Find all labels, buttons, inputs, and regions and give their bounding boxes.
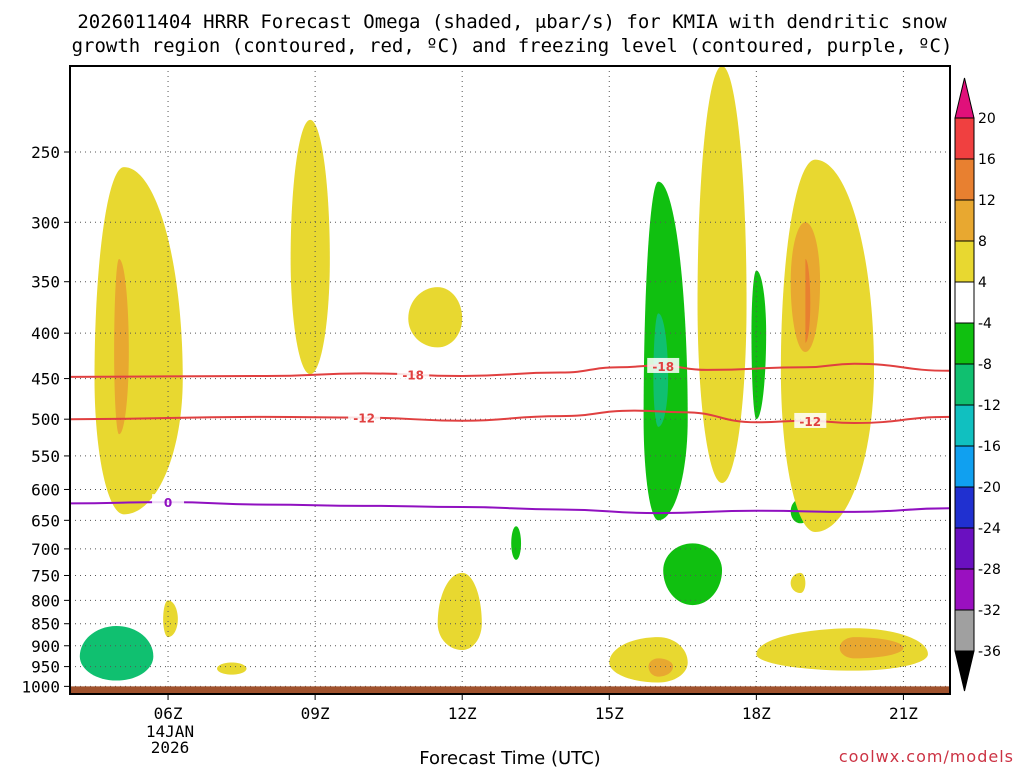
colorbar-swatch-11 [954,199,975,242]
colorbar-label-4: -20 [978,480,1001,496]
colorbar-label-10: 8 [978,234,987,250]
contour-label-1-1: -12 [799,415,821,429]
contour-line-2 [70,501,950,515]
contour-label-bg [794,412,827,428]
colorbar-top-arrow [954,77,975,119]
date-label-year: 2026 [151,738,190,757]
omega-region-22 [790,572,806,594]
contour-label-bg [647,357,680,373]
y-tick-label-550: 550 [31,447,60,466]
colorbar-label-0: -36 [978,644,1001,660]
colorbar-swatch-2 [954,568,975,611]
contour-label-bg [397,366,430,382]
y-axis: 250 300 350 400 450 500 550 600 650 700 750 800 850 9… [21,143,70,696]
date-label-day: 14JAN [146,722,194,741]
y-tick-label-850: 850 [31,615,60,634]
omega-region-21 [163,600,178,638]
credit-text: coolwx.com/models [839,747,1014,766]
y-tick-label-650: 650 [31,511,60,530]
x-tick-label-18Z: 18Z [742,704,771,723]
colorbar-swatch-3 [954,527,975,570]
omega-region-14 [805,259,811,343]
omega-region-19 [437,572,482,651]
omega-region-0 [79,625,154,681]
colorbar-label-9: 4 [978,275,987,291]
omega-region-8 [114,259,129,435]
x-tick-label-21Z: 21Z [889,704,918,723]
contour-label-bg [348,409,381,425]
omega-shading [79,66,928,683]
omega-region-18 [839,637,904,659]
contour-label-0-1: -18 [652,360,674,374]
colorbar-label-3: -24 [978,521,1001,537]
x-tick-label-09Z: 09Z [301,704,330,723]
y-tick-label-750: 750 [31,566,60,585]
omega-region-9 [290,119,330,375]
colorbar-label-2: -28 [978,562,1001,578]
contour-label-1-0: -12 [353,412,375,426]
ground-band-rect [70,686,950,694]
chart-title-line-1: 2026011404 HRRR Forecast Omega (shaded, … [77,11,947,33]
colorbar-swatch-9 [954,281,975,324]
colorbar-label-12: 16 [978,152,996,168]
colorbar-swatch-13 [954,117,975,160]
colorbar-swatch-5 [954,445,975,488]
omega-region-10 [408,287,463,348]
y-tick-label-300: 300 [31,213,60,232]
colorbar-bottom-arrow [954,650,975,692]
omega-region-5 [751,270,767,420]
y-tick-label-250: 250 [31,143,60,162]
contour-label-0-0: -18 [402,369,424,383]
colorbar-swatch-10 [954,240,975,283]
colorbar: -36 -32 -28 -24 -20 -16 -12 -8 -4 4 8 12 16 20 [954,77,1001,692]
y-tick-label-800: 800 [31,591,60,610]
y-tick-label-1000: 1000 [21,677,60,696]
y-tick-label-900: 900 [31,637,60,656]
y-tick-label-600: 600 [31,480,60,499]
y-tick-label-700: 700 [31,540,60,559]
colorbar-label-13: 20 [978,111,996,127]
y-tick-label-350: 350 [31,273,60,292]
colorbar-swatch-6 [954,404,975,447]
y-tick-label-400: 400 [31,324,60,343]
colorbar-label-6: -12 [978,398,1001,414]
colorbar-swatch-4 [954,486,975,529]
x-tick-label-06Z: 06Z [154,704,183,723]
omega-region-4 [511,526,522,560]
colorbar-swatch-7 [954,363,975,406]
x-tick-label-15Z: 15Z [595,704,624,723]
colorbar-swatch-8 [954,322,975,365]
contour-label-2-0: 0 [164,496,172,510]
x-axis: 06Z 09Z 12Z 15Z 18Z 21Z [154,694,918,723]
colorbar-label-5: -16 [978,439,1001,455]
colorbar-label-11: 12 [978,193,996,209]
colorbar-swatch-1 [954,609,975,652]
contour-line-0 [70,362,950,378]
x-tick-label-12Z: 12Z [448,704,477,723]
omega-region-3 [663,543,723,606]
omega-region-16 [648,658,674,677]
colorbar-swatch-12 [954,158,975,201]
y-tick-label-500: 500 [31,410,60,429]
colorbar-label-8: -4 [978,316,992,332]
omega-region-11 [697,66,747,483]
y-tick-label-950: 950 [31,658,60,677]
temperature-contours: -18 -18 -12 -12 0 [70,357,950,515]
plot-frame [69,65,951,695]
colorbar-label-1: -32 [978,603,1001,619]
omega-region-20 [217,662,247,675]
omega-region-7 [94,167,183,515]
x-axis-title: Forecast Time (UTC) [419,748,600,768]
colorbar-label-7: -8 [978,357,992,373]
chart-title-line-2: growth region (contoured, red, ºC) and f… [72,35,953,57]
ground-band [70,686,950,694]
contour-label-bg [152,494,185,510]
y-tick-label-450: 450 [31,370,60,389]
